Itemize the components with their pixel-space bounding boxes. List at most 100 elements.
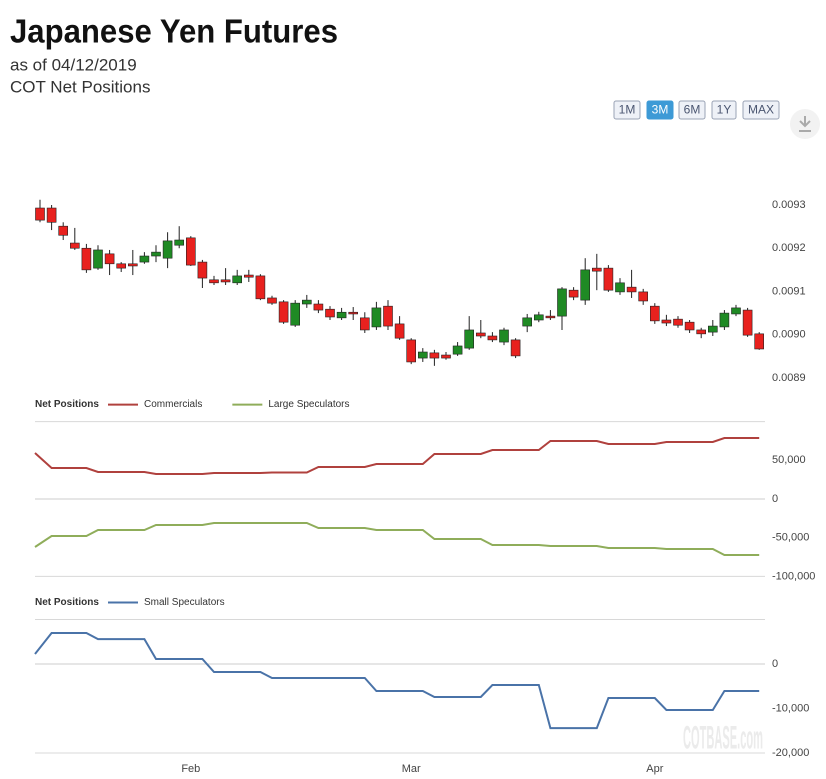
candle-body (742, 309, 753, 336)
y-tick-label: 0 (772, 493, 778, 505)
range-button-label[interactable]: MAX (748, 103, 774, 117)
candle-body (359, 317, 370, 331)
candle-body (406, 339, 417, 363)
x-tick-label: Apr (646, 763, 663, 775)
title: Japanese Yen Futures (10, 13, 338, 50)
candle-body (429, 352, 440, 359)
candle-body (290, 302, 301, 326)
candle-body (151, 251, 161, 257)
candle-body (394, 323, 405, 339)
candle-body (615, 282, 625, 293)
x-tick-label: Mar (402, 763, 421, 775)
watermark: COTBASE.com (683, 719, 763, 755)
candle-body (441, 354, 451, 359)
candle-body (162, 240, 173, 259)
candle-body (209, 279, 219, 284)
candle-body (255, 275, 266, 300)
y-tick-label: 0.0093 (772, 199, 806, 211)
candle-body (220, 279, 231, 283)
candle-body (116, 263, 126, 269)
series-line (34, 522, 760, 556)
range-button-label[interactable]: 1M (619, 103, 636, 117)
candle-body (139, 255, 150, 263)
candle-body (197, 261, 208, 279)
y-tick-label: -10,000 (772, 702, 809, 714)
candle-body (383, 305, 393, 327)
y-tick-label: 0.0089 (772, 372, 806, 384)
candle-body (313, 303, 324, 311)
range-button-label[interactable]: 1Y (717, 103, 732, 117)
y-tick-label: -50,000 (772, 532, 809, 544)
candle-body (626, 286, 637, 293)
range-button[interactable] (711, 100, 737, 120)
series-line (34, 632, 760, 730)
candle-body (452, 345, 463, 355)
range-button-label[interactable]: 3M (652, 103, 669, 117)
download-button[interactable] (790, 109, 820, 139)
candle-body (186, 237, 196, 266)
candle-body (661, 319, 672, 324)
candle-body (464, 329, 475, 349)
candle-body (545, 315, 556, 319)
legend-label: Commercials (144, 399, 202, 410)
candle-body (336, 311, 347, 319)
candle-body (487, 335, 498, 341)
candle-body (267, 297, 277, 304)
range-button[interactable] (646, 100, 674, 120)
candle-body (580, 269, 591, 301)
legend-title: Net Positions (35, 399, 99, 410)
candle-body (417, 351, 428, 359)
y-tick-label: 0.0091 (772, 285, 806, 297)
legend-label: Large Speculators (268, 399, 349, 410)
candle-body (696, 329, 707, 335)
candle-body (301, 299, 312, 305)
series-line (34, 437, 760, 475)
range-button[interactable] (613, 100, 641, 120)
legend-label: Small Speculators (144, 597, 225, 608)
candle-body (232, 275, 242, 284)
candle-body (371, 307, 382, 328)
candle-body (591, 267, 602, 272)
candle-body (278, 301, 289, 323)
y-tick-label: -20,000 (772, 747, 809, 759)
candle-body (649, 305, 660, 322)
y-tick-label: 50,000 (772, 454, 806, 466)
y-tick-label: 0 (772, 658, 778, 670)
candle-body (475, 332, 486, 337)
candle-body (684, 321, 695, 331)
candle-body (46, 207, 57, 223)
candle-body (568, 289, 579, 298)
caption: COT Net Positions (10, 77, 150, 96)
candle-body (325, 308, 335, 318)
candle-body (174, 239, 184, 246)
candle-body (104, 253, 115, 265)
candle-body (707, 325, 718, 333)
candle-body (81, 247, 92, 271)
candle-body (731, 307, 741, 315)
y-tick-label: -100,000 (772, 570, 815, 582)
x-tick-label: Feb (181, 763, 200, 775)
candle-body (70, 242, 80, 249)
candle-body (719, 312, 730, 328)
subtitle: as of 04/12/2019 (10, 55, 137, 74)
candle-body (754, 333, 765, 350)
candle-body (557, 288, 567, 317)
candle-body (522, 317, 533, 327)
range-button[interactable] (678, 100, 706, 120)
candle-body (35, 207, 45, 221)
candle-body (499, 329, 509, 343)
legend-title: Net Positions (35, 597, 99, 608)
range-button-label[interactable]: 6M (684, 103, 701, 117)
y-tick-label: 0.0090 (772, 329, 806, 341)
candle-body (603, 267, 614, 291)
y-tick-label: 0.0092 (772, 242, 806, 254)
candle-body (510, 339, 521, 357)
range-button[interactable] (742, 100, 780, 120)
candle-body (673, 318, 683, 326)
candle-body (244, 274, 254, 278)
candle-body (128, 263, 138, 267)
candle-body (58, 225, 69, 236)
candle-body (638, 291, 649, 302)
candle-body (93, 249, 103, 269)
